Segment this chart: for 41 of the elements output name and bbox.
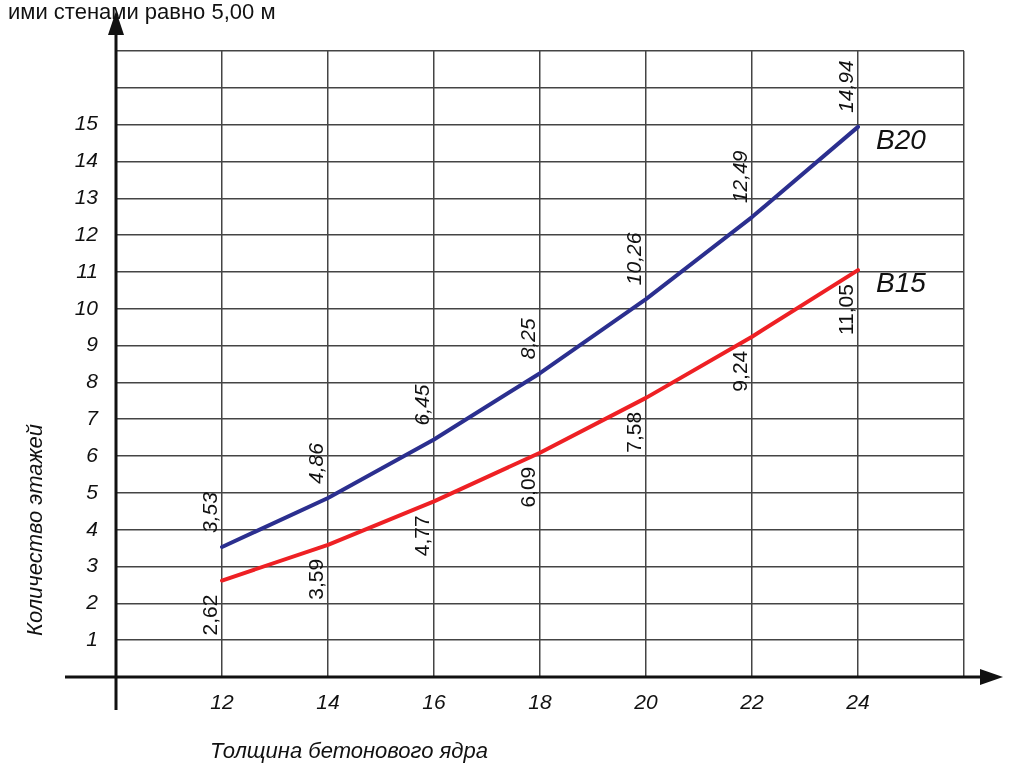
y-tick-label: 3: [86, 553, 99, 577]
data-label: 4,86: [304, 442, 328, 485]
y-axis-title: Количество этажей: [22, 423, 47, 637]
data-label: 14,94: [834, 60, 858, 113]
data-label: 8,25: [516, 318, 540, 360]
series-label: B20: [876, 123, 927, 155]
y-tick-label: 13: [74, 185, 99, 209]
y-tick-label: 14: [74, 148, 98, 172]
x-tick-label: 16: [422, 690, 446, 714]
y-tick-label: 9: [86, 332, 99, 356]
y-tick-label: 8: [86, 369, 99, 393]
x-tick-label: 14: [316, 690, 340, 714]
y-tick-label: 10: [74, 295, 99, 319]
data-label: 7,58: [622, 411, 646, 453]
x-tick-label: 18: [528, 690, 552, 714]
y-tick-label: 11: [76, 258, 98, 282]
data-label: 11,05: [834, 284, 858, 336]
data-label: 3,59: [304, 558, 328, 600]
x-tick-label: 12: [210, 690, 234, 714]
x-tick-label: 24: [845, 690, 870, 714]
data-label: 6,09: [516, 466, 540, 508]
x-tick-label: 20: [633, 690, 658, 714]
y-tick-label: 15: [74, 111, 99, 135]
y-tick-label: 6: [86, 442, 99, 466]
data-label: 3,53: [198, 491, 222, 534]
data-label: 2,62: [198, 594, 222, 636]
data-label: 12,49: [728, 150, 752, 204]
y-tick-label: 5: [86, 479, 99, 503]
y-tick-label: 1: [86, 627, 98, 651]
x-axis-title: Толщина бетонового ядра: [210, 738, 488, 763]
y-tick-label: 2: [85, 590, 99, 614]
chart-title: ими стенами равно 5,00 м: [8, 0, 276, 25]
data-label: 4,77: [410, 515, 434, 557]
y-tick-label: 12: [74, 221, 99, 245]
y-tick-label: 4: [86, 516, 98, 540]
y-tick-label: 7: [86, 406, 100, 430]
series-label: B15: [876, 266, 927, 298]
data-label: 6,45: [410, 384, 434, 426]
data-label: 10,26: [622, 232, 646, 286]
data-label: 9,24: [728, 350, 752, 392]
x-tick-label: 22: [739, 690, 764, 714]
